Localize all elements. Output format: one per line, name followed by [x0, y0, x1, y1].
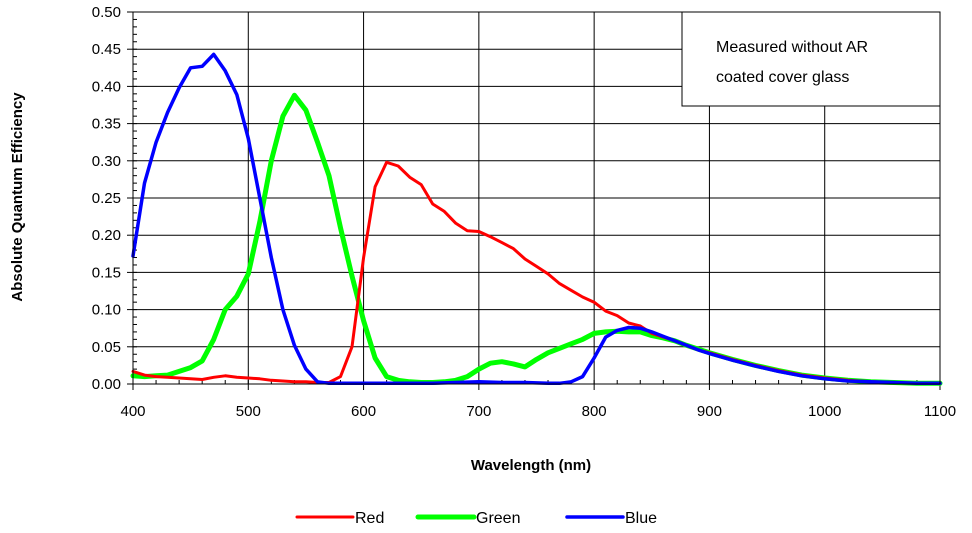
y-tick-label: 0.20: [92, 227, 121, 244]
y-tick-label: 0.35: [92, 116, 121, 133]
legend-label: Red: [355, 510, 384, 527]
legend-label: Green: [476, 510, 520, 527]
x-tick-label: 1000: [808, 403, 841, 420]
y-axis-title: Absolute Quantum Efficiency: [9, 92, 26, 302]
y-tick-label: 0.30: [92, 153, 121, 170]
x-tick-label: 700: [466, 403, 491, 420]
x-tick-label: 1100: [924, 403, 956, 420]
y-tick-label: 0.10: [92, 302, 121, 319]
y-tick-label: 0.45: [92, 41, 121, 58]
legend-item-blue: Blue: [565, 510, 657, 527]
y-tick-label: 0.05: [92, 339, 121, 356]
plot-frame: [132, 11, 941, 385]
x-axis-title: Wavelength (nm): [471, 457, 591, 474]
y-tick-labels: 0.00 0.05 0.10 0.15 0.20 0.25 0.30 0.35 0.40 0.45…: [92, 4, 121, 393]
legend-label: Blue: [625, 510, 657, 527]
y-tick-label: 0.25: [92, 190, 121, 207]
x-tick-label: 800: [582, 403, 607, 420]
annotation-line-1: Measured without AR: [716, 39, 868, 56]
series-line-blue: [131, 52, 942, 386]
legend: Red Green Blue: [295, 510, 657, 527]
y-tick-label: 0.15: [92, 264, 121, 281]
x-tick-label: 500: [236, 403, 261, 420]
annotation-frame: [681, 11, 941, 107]
series-layer: [130, 52, 943, 386]
x-tick-label: 400: [120, 403, 145, 420]
annotation-box: Measured without AR coated cover glass: [681, 11, 941, 107]
annotation-line-2: coated cover glass: [716, 69, 849, 86]
x-tick-labels: 400 500 600 700 800 900 1000 1100: [120, 403, 956, 420]
legend-item-red: Red: [295, 510, 384, 527]
legend-item-green: Green: [415, 510, 520, 527]
y-tick-label: 0.50: [92, 4, 121, 21]
y-tick-label: 0.40: [92, 78, 121, 95]
y-tick-label: 0.00: [92, 376, 121, 393]
x-tick-label: 900: [697, 403, 722, 420]
x-tick-label: 600: [351, 403, 376, 420]
